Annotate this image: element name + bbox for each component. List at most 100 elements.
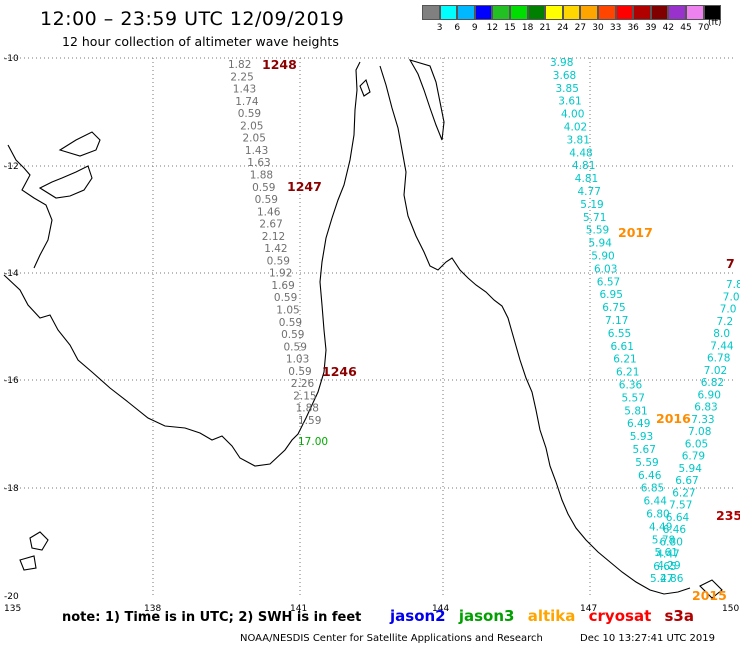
- wave-height-value: 7.08: [688, 426, 711, 438]
- wave-height-value: 1.03: [286, 354, 309, 366]
- wave-height-value: 6.55: [608, 328, 631, 340]
- wave-height-value: 1.63: [247, 157, 270, 169]
- wave-height-value: 5.61: [655, 547, 678, 559]
- wave-height-value: 4.49: [649, 521, 672, 533]
- wave-height-value: 7.33: [691, 414, 714, 426]
- wave-height-value: 7.0: [723, 291, 740, 303]
- map-title: 12:00 – 23:59 UTC 12/09/2019: [40, 8, 345, 30]
- legend-swatch: [422, 5, 440, 20]
- wave-height-value: 1.92: [269, 268, 292, 280]
- legend-swatch-label: 45: [680, 23, 692, 33]
- satellite-cryosat: cryosat: [588, 607, 652, 625]
- lon-label: 144: [432, 604, 449, 614]
- legend-swatch-label: 27: [574, 23, 587, 33]
- wave-height-value: 0.59: [281, 329, 304, 341]
- legend-swatch: [686, 5, 704, 20]
- footer-note: note: 1) Time is in UTC; 2) SWH is in fe…: [62, 610, 362, 625]
- pass-number-label: 1247: [287, 179, 322, 194]
- wave-height-value: 2.05: [243, 133, 266, 145]
- legend-swatch-label: 18: [521, 23, 534, 33]
- wave-height-value: 6.85: [641, 483, 664, 495]
- wave-height-value: 2.12: [262, 231, 285, 243]
- wave-height-value: 0.59: [288, 366, 311, 378]
- lon-label: 150: [722, 604, 739, 614]
- wave-height-value: 4.00: [561, 109, 584, 121]
- wave-height-value: 6.79: [682, 451, 705, 463]
- wave-height-value: 2.05: [240, 120, 263, 132]
- legend-swatch-label: 24: [557, 23, 569, 33]
- pass-number-label: 1248: [262, 57, 297, 72]
- wave-height-value: 8.0: [713, 328, 730, 340]
- legend-swatch-label: 21: [539, 23, 551, 33]
- wave-height-value: 6.75: [602, 302, 625, 314]
- wave-height-value: 6.27: [672, 487, 695, 499]
- wave-height-value: 2.25: [230, 71, 253, 83]
- wave-height-value: 1.43: [245, 145, 268, 157]
- satellite-s3a: s3a: [664, 607, 694, 625]
- legend-swatch-label: 30: [592, 23, 604, 33]
- satellite-legend: jason2 jason3 altika cryosat s3a: [390, 607, 702, 625]
- wave-height-value: 17.00: [298, 436, 328, 448]
- legend-swatch: [615, 5, 634, 20]
- wave-height-value: 7.02: [704, 365, 727, 377]
- wave-height-value: 0.59: [252, 182, 275, 194]
- legend-swatch-label: 42: [662, 23, 675, 33]
- legend-swatch: [562, 5, 581, 20]
- legend-swatch-label: 6: [454, 23, 461, 33]
- map-gridlines: [4, 57, 734, 596]
- wave-height-value: 5.19: [580, 199, 603, 211]
- wave-height-value: 6.80: [646, 509, 669, 521]
- satellite-jason3: jason3: [458, 607, 515, 625]
- wave-height-value: 7.17: [605, 315, 628, 327]
- wave-height-value: 6.44: [644, 496, 668, 508]
- wave-height-value: 2.26: [291, 378, 315, 390]
- wave-height-value: 6.57: [597, 276, 620, 288]
- wave-height-value: 3.61: [558, 96, 581, 108]
- map-subtitle: 12 hour collection of altimeter wave hei…: [62, 34, 339, 49]
- wave-height-value: 1.05: [276, 305, 299, 317]
- wave-height-value: 4.29: [657, 560, 680, 572]
- legend-swatch-label: 9: [471, 23, 478, 33]
- legend-swatch: [668, 5, 686, 20]
- legend-swatch-label: 3: [436, 23, 443, 33]
- wave-height-value: 5.93: [630, 431, 653, 443]
- wave-height-value: 3.85: [556, 83, 579, 95]
- wave-height-value: 6.64: [666, 512, 690, 524]
- lon-label: 135: [4, 604, 21, 614]
- wave-height-value: 4.47: [656, 549, 679, 561]
- lat-label: -16: [4, 376, 19, 386]
- wave-height-value: 1.74: [235, 96, 259, 108]
- legend-swatch: [598, 5, 616, 20]
- wave-height-value: 6.21: [616, 367, 639, 379]
- wave-height-value: 6.83: [694, 402, 717, 414]
- wave-height-value: 7.0: [720, 304, 737, 316]
- wave-height-value: 2.67: [259, 219, 282, 231]
- legend-swatch: [703, 5, 722, 20]
- legend-swatch: [527, 5, 546, 20]
- wave-height-value: 7.44: [710, 340, 734, 352]
- wave-height-value: 1.88: [250, 170, 273, 182]
- legend-swatch-label: 33: [609, 23, 622, 33]
- wave-height-value: 6.36: [619, 380, 643, 392]
- lon-label: 147: [580, 604, 597, 614]
- legend-swatch: [492, 5, 510, 20]
- wave-height-value: 6.67: [675, 475, 698, 487]
- wave-height-value: 7.8: [726, 279, 740, 291]
- lat-label: -12: [4, 162, 19, 172]
- wave-height-value: 0.59: [274, 292, 297, 304]
- wave-height-value: 1.82: [228, 59, 251, 71]
- wave-height-value: 0.59: [279, 317, 302, 329]
- wave-height-value: 1.59: [298, 415, 321, 427]
- wave-height-value: 2.15: [293, 390, 316, 402]
- wave-height-value: 5.59: [586, 225, 609, 237]
- wave-height-value: 5.90: [591, 251, 614, 263]
- wave-height-value: 2.86: [660, 573, 684, 585]
- wave-height-value: 6.03: [594, 263, 617, 275]
- coastline: [3, 59, 723, 599]
- wave-height-value: 1.43: [233, 84, 256, 96]
- lat-label: -14: [4, 269, 19, 279]
- wave-height-value: 5.57: [622, 392, 645, 404]
- wave-height-value: 5.94: [589, 238, 613, 250]
- wave-height-value: 1.88: [296, 403, 319, 415]
